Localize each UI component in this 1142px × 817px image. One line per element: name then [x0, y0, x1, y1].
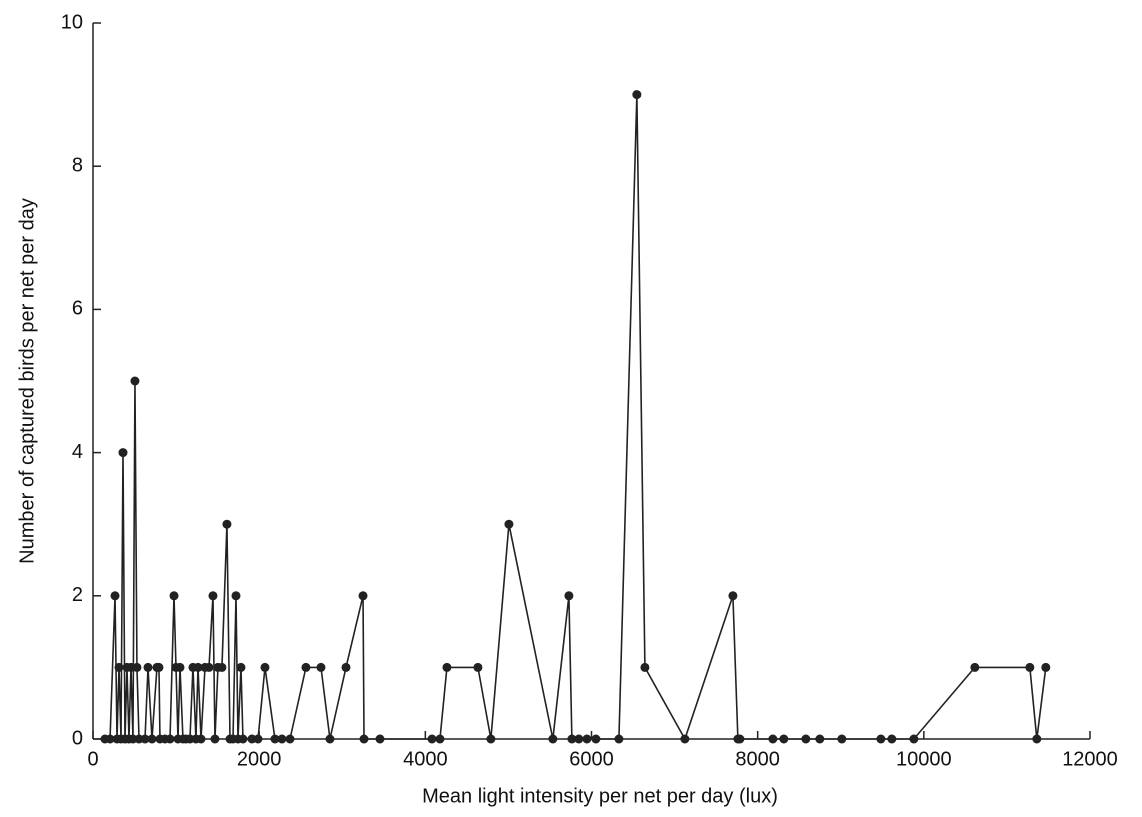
data-point: [110, 591, 120, 601]
data-point: [582, 734, 592, 744]
data-point: [175, 662, 185, 672]
data-point: [285, 734, 295, 744]
data-point: [196, 734, 206, 744]
data-point: [909, 734, 919, 744]
data-point: [253, 734, 263, 744]
y-tick-label: 8: [72, 154, 83, 176]
data-point: [316, 662, 326, 672]
data-point: [260, 662, 270, 672]
x-tick-label: 10000: [896, 748, 952, 770]
y-axis-label: Number of captured birds per net per day: [16, 198, 38, 564]
data-point: [132, 662, 142, 672]
y-tick-label: 2: [72, 584, 83, 606]
data-point: [504, 519, 514, 529]
x-tick-label: 2000: [237, 748, 282, 770]
data-point: [277, 734, 287, 744]
data-point: [270, 734, 280, 744]
data-point: [435, 734, 445, 744]
data-point: [217, 662, 227, 672]
data-point: [473, 662, 483, 672]
x-axis-label: Mean light intensity per net per day (lu…: [422, 785, 778, 807]
data-point: [640, 662, 650, 672]
data-point: [548, 734, 558, 744]
x-tick-label: 6000: [569, 748, 614, 770]
data-point: [222, 519, 232, 529]
data-point: [193, 662, 203, 672]
y-tick-label: 0: [72, 727, 83, 749]
data-point: [735, 734, 745, 744]
data-point: [147, 734, 157, 744]
data-point: [442, 662, 452, 672]
data-point: [208, 591, 218, 601]
data-point: [210, 734, 220, 744]
data-point: [236, 662, 246, 672]
data-point: [143, 662, 153, 672]
data-point: [341, 662, 351, 672]
x-tick-label: 4000: [403, 748, 448, 770]
data-point: [1032, 734, 1042, 744]
data-point: [632, 90, 642, 100]
data-point: [486, 734, 496, 744]
data-point: [1025, 662, 1035, 672]
data-point: [768, 734, 778, 744]
data-point: [169, 591, 179, 601]
data-point: [105, 734, 115, 744]
data-point: [970, 662, 980, 672]
data-point: [779, 734, 789, 744]
y-tick-label: 6: [72, 298, 83, 320]
data-point: [358, 591, 368, 601]
data-point: [876, 734, 886, 744]
data-point: [728, 591, 738, 601]
data-point: [130, 376, 140, 386]
y-tick-label: 10: [61, 11, 83, 33]
data-point: [614, 734, 624, 744]
data-line: [104, 94, 1047, 741]
x-tick-label: 12000: [1062, 748, 1118, 770]
data-point: [574, 734, 584, 744]
data-point: [301, 662, 311, 672]
data-point: [815, 734, 825, 744]
data-point: [114, 662, 124, 672]
data-point: [140, 734, 150, 744]
data-point: [154, 662, 164, 672]
data-point: [118, 448, 128, 458]
x-tick-label: 8000: [735, 748, 780, 770]
data-point: [1041, 662, 1051, 672]
data-point: [359, 734, 369, 744]
data-point: [680, 734, 690, 744]
data-point: [204, 662, 214, 672]
data-point: [231, 591, 241, 601]
data-point: [325, 734, 335, 744]
y-tick-label: 4: [72, 441, 83, 463]
data-point: [165, 734, 175, 744]
data-point: [238, 734, 248, 744]
data-point: [567, 734, 577, 744]
data-point: [427, 734, 437, 744]
x-tick-label: 0: [87, 748, 98, 770]
data-point: [564, 591, 574, 601]
data-point: [801, 734, 811, 744]
data-point: [591, 734, 601, 744]
data-point: [887, 734, 897, 744]
data-point: [837, 734, 847, 744]
data-point: [375, 734, 385, 744]
